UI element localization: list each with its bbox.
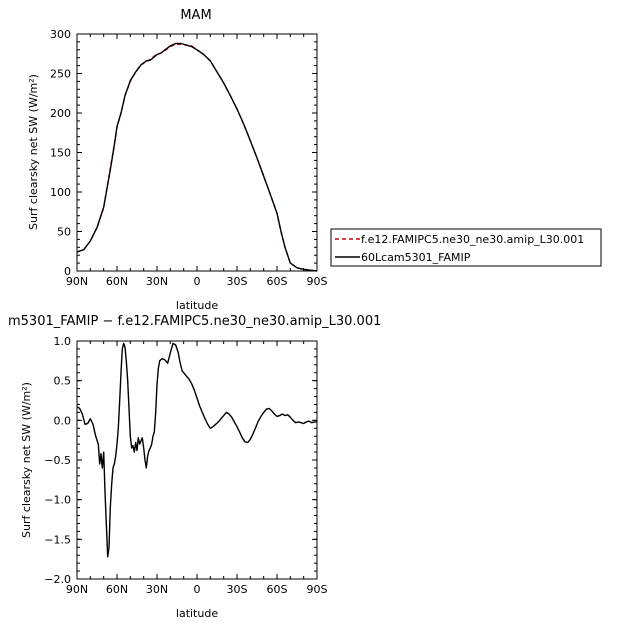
bottom-x-tick-label: 30S (227, 583, 248, 596)
top-x-tick-label: 30S (227, 275, 248, 288)
bottom-series-line-1 (76, 342, 317, 558)
bottom-y-tick-label: 0.0 (54, 414, 72, 427)
top-y-axis-label: Surf clearsky net SW (W/m²) (27, 74, 40, 230)
top-x-tick-label: 60N (106, 275, 128, 288)
top-y-tick-label: 50 (57, 226, 71, 239)
top-series-line-2 (76, 42, 318, 272)
legend-frame (330, 228, 602, 267)
legend-label-series-2: 60Lcam5301_FAMIP (361, 251, 471, 264)
bottom-x-tick-label: 0 (194, 583, 201, 596)
top-y-ticks: 0 50 100 150 200 250 300 (50, 28, 317, 278)
top-y-tick-label: 0 (64, 265, 71, 278)
top-series-lines (76, 42, 318, 272)
top-plot-area: 90N 60N 30N 0 30S 60S 90S 0 50 100 150 200 250 300 (50, 28, 328, 288)
legend-label-series-1: f.e12.FAMIPC5.ne30_ne30.amip_L30.001 (361, 233, 584, 246)
bottom-y-tick-label: −1.5 (44, 533, 71, 546)
bottom-series-lines (76, 342, 317, 558)
bottom-x-tick-label: 90N (66, 583, 88, 596)
top-y-tick-label: 100 (50, 186, 71, 199)
top-x-tick-label: 60S (267, 275, 288, 288)
top-y-tick-label: 300 (50, 28, 71, 41)
bottom-y-tick-label: 0.5 (54, 375, 72, 388)
bottom-y-tick-label: −1.0 (44, 494, 71, 507)
top-y-tick-label: 150 (50, 147, 71, 160)
bottom-y-tick-label: −2.0 (44, 573, 71, 586)
bottom-x-tick-label: 60S (267, 583, 288, 596)
bottom-y-axis-label: Surf clearsky net SW (W/m²) (20, 382, 33, 538)
bottom-x-axis-label: latitude (176, 607, 218, 620)
bottom-y-tick-label: −0.5 (44, 454, 71, 467)
bottom-plot-frame (76, 340, 318, 580)
top-x-tick-label: 90N (66, 275, 88, 288)
top-x-tick-label: 30N (146, 275, 168, 288)
bottom-chart-title: m5301_FAMIP − f.e12.FAMIPC5.ne30_ne30.am… (8, 314, 381, 329)
top-x-ticks: 90N 60N 30N 0 30S 60S 90S (66, 34, 328, 288)
top-y-tick-label: 200 (50, 107, 71, 120)
bottom-x-tick-label: 90S (307, 583, 328, 596)
top-x-tick-label: 90S (307, 275, 328, 288)
bottom-x-ticks: 90N 60N 30N 0 30S 60S 90S (66, 341, 328, 596)
bottom-plot-area: 90N 60N 30N 0 30S 60S 90S −2.0 −1.5 −1.0 −0.5 0.0 0… (44, 335, 327, 596)
top-x-tick-label: 0 (194, 275, 201, 288)
top-y-tick-label: 250 (50, 68, 71, 81)
legend: f.e12.FAMIPC5.ne30_ne30.amip_L30.001 60L… (330, 228, 602, 267)
top-chart-title: MAM (180, 8, 211, 23)
bottom-x-tick-label: 30N (146, 583, 168, 596)
bottom-y-tick-label: 1.0 (54, 335, 72, 348)
bottom-x-tick-label: 60N (106, 583, 128, 596)
bottom-y-ticks: −2.0 −1.5 −1.0 −0.5 0.0 0.5 1.0 (44, 335, 317, 586)
top-x-axis-label: latitude (176, 299, 218, 312)
